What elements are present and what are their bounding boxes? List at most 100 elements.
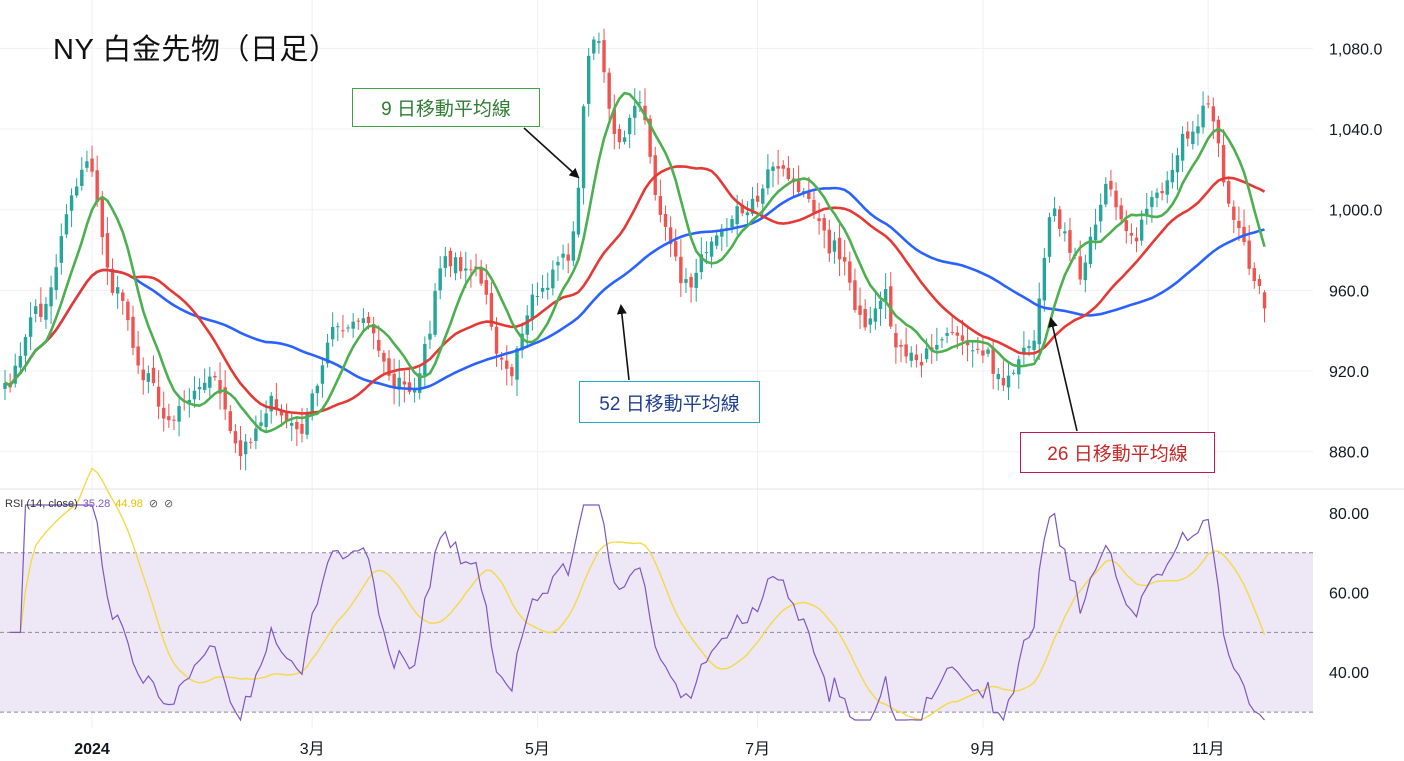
candle-body <box>274 399 279 409</box>
candle-body <box>64 214 69 235</box>
candle <box>494 317 499 367</box>
rsi-legend-value: 35.28 <box>82 498 111 510</box>
candle-body <box>786 167 791 179</box>
candle-body <box>945 333 949 336</box>
candle <box>259 409 263 430</box>
candle-body <box>177 406 181 422</box>
candle-body <box>955 332 960 336</box>
candle <box>617 124 622 150</box>
candle <box>1022 331 1026 367</box>
candle <box>1170 153 1175 189</box>
rsi-tick-label: 80.00 <box>1329 506 1369 523</box>
candle-body <box>648 118 652 157</box>
visibility-icon[interactable]: ⊘ <box>164 498 174 510</box>
candle <box>505 345 509 386</box>
candle <box>1017 355 1021 389</box>
candle-body <box>453 257 458 274</box>
time-axis: 2024 3月 5月 7月 9月 11月 <box>74 741 1224 758</box>
candle-body <box>771 166 775 171</box>
candle-body <box>556 261 560 266</box>
candle-body <box>1022 347 1026 355</box>
candle-body <box>878 300 883 310</box>
candle <box>274 382 279 416</box>
candle <box>162 391 166 432</box>
candle <box>720 224 724 252</box>
candle-body <box>228 411 232 431</box>
candle <box>115 275 120 309</box>
annotation-ma52-label: 52 日移動平均線 <box>579 381 760 423</box>
candle <box>243 434 248 471</box>
candle <box>1191 120 1195 150</box>
candle-body <box>484 280 488 295</box>
candle-body <box>59 236 64 263</box>
candle <box>295 416 299 447</box>
candle <box>361 308 366 330</box>
candle-body <box>827 229 832 254</box>
candle <box>1129 223 1134 245</box>
candle-body <box>1139 219 1144 241</box>
annotation-ma9-label: 9 日移動平均線 <box>352 88 540 127</box>
candle <box>1114 182 1118 221</box>
candle-body <box>546 287 550 290</box>
candle <box>49 275 53 324</box>
candle <box>453 252 458 281</box>
annotation-arrows <box>523 127 1078 432</box>
candle <box>192 376 197 408</box>
candle <box>54 254 58 300</box>
candle <box>986 347 990 357</box>
arrow-ma26 <box>1047 317 1078 432</box>
candle <box>156 370 161 420</box>
candle <box>377 325 381 358</box>
candle-body <box>1150 197 1154 208</box>
candle <box>873 291 878 330</box>
candle-body <box>433 290 437 335</box>
candle <box>658 179 663 223</box>
candle-body <box>356 320 360 322</box>
candle <box>213 371 217 381</box>
candle-body <box>146 373 151 382</box>
candle-body <box>1083 262 1088 281</box>
visibility-icon[interactable]: ⊘ <box>148 498 159 510</box>
candle-body <box>581 106 586 189</box>
candle <box>1042 247 1047 312</box>
candle-body <box>914 354 919 361</box>
candle <box>883 273 888 320</box>
candle-body <box>996 373 1000 380</box>
candle <box>674 229 678 262</box>
time-tick-label: 3月 <box>300 741 325 758</box>
candle <box>336 322 340 342</box>
candle-body <box>3 382 7 389</box>
candle <box>817 202 821 235</box>
candle-body <box>479 267 483 284</box>
candle-body <box>1104 183 1108 205</box>
candle-body <box>755 195 760 202</box>
candle-body <box>162 407 166 419</box>
time-tick-label: 9月 <box>970 741 995 758</box>
candle <box>136 331 140 375</box>
candle-body <box>1221 145 1226 183</box>
candle <box>341 314 345 338</box>
candle-body <box>627 117 632 135</box>
candle <box>1165 171 1169 204</box>
candle-body <box>238 440 243 457</box>
candle <box>1083 254 1088 293</box>
candle-body <box>597 41 601 43</box>
candle <box>474 253 478 277</box>
candle <box>996 367 1000 391</box>
candle <box>325 333 330 368</box>
candle <box>535 282 540 306</box>
candle <box>904 327 908 364</box>
candle <box>1221 129 1226 187</box>
candle-body <box>346 327 350 329</box>
candle-body <box>745 212 750 216</box>
candle <box>126 298 130 331</box>
candle-body <box>320 365 325 384</box>
candle-body <box>981 350 985 356</box>
candle-body <box>566 254 570 261</box>
candle <box>146 365 151 394</box>
candle <box>382 350 386 374</box>
candle-body <box>812 199 816 213</box>
candle <box>914 344 919 368</box>
candle-body <box>136 346 140 366</box>
